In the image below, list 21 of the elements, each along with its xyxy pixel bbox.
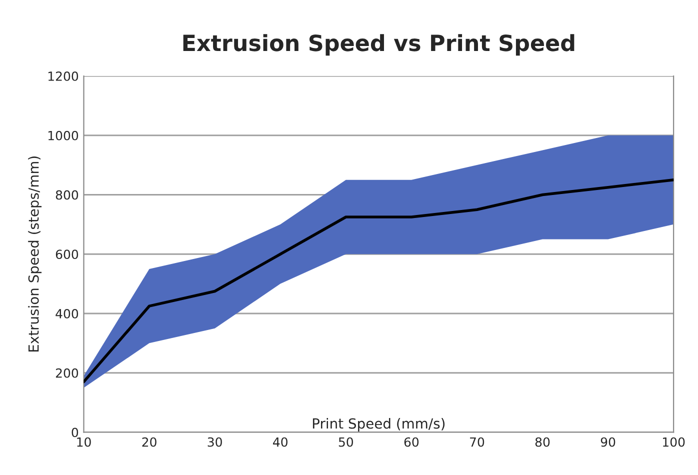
y-axis-title: Extrusion Speed (steps/mm): [28, 156, 42, 352]
y-tick-label: 200: [56, 368, 78, 378]
x-tick-label: 30: [208, 437, 222, 447]
y-tick-label: 400: [56, 308, 78, 318]
x-tick-label: 10: [77, 437, 91, 447]
x-tick-label: 20: [142, 437, 156, 447]
x-tick-label: 100: [663, 437, 685, 447]
y-tick-label: 600: [56, 250, 78, 260]
x-tick-label: 50: [338, 437, 354, 447]
y-tick-label: 1200: [48, 71, 78, 81]
x-tick-label: 80: [535, 437, 550, 447]
y-tick-label: 800: [56, 190, 78, 200]
chart-title: Extrusion Speed vs Print Speed: [183, 34, 574, 56]
line-series: [84, 178, 674, 384]
x-axis-title: Print Speed (mm/s): [312, 418, 445, 432]
x-tick-label: 40: [273, 437, 288, 447]
x-tick-label: 60: [404, 437, 419, 447]
x-tick-label: 90: [600, 437, 616, 447]
x-tick-label: 70: [470, 437, 484, 447]
y-tick-label: 1000: [48, 130, 78, 140]
y-tick-label: 0: [72, 428, 78, 438]
